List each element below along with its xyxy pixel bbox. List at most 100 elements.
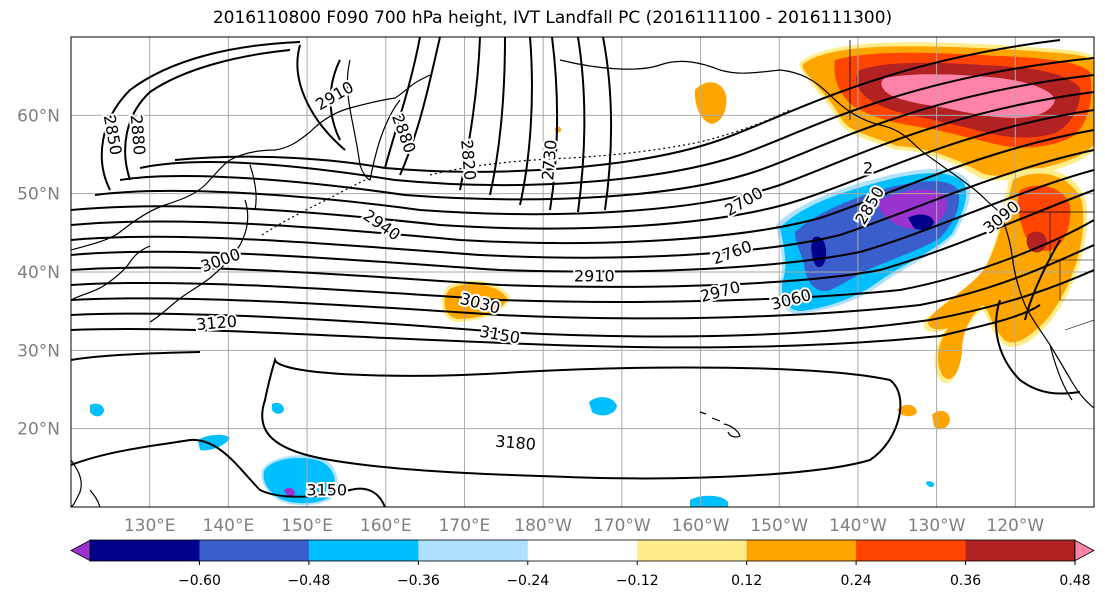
height-contour <box>549 37 559 211</box>
lat-tick-label: 60°N <box>17 106 60 126</box>
ivt-negative-region <box>908 214 934 230</box>
philippines-coastline <box>71 459 101 507</box>
lon-tick-label: 180°W <box>514 516 572 536</box>
colorbar-tick-label: 0.36 <box>950 573 981 589</box>
colorbar: −0.60 −0.48 −0.36 −0.24 −0.12 0.12 0.24 0.36 0.4… <box>70 539 1095 589</box>
colorbar-segment <box>746 540 857 561</box>
asia-coastline <box>71 74 431 251</box>
height-contour <box>71 109 1094 230</box>
height-contour <box>519 37 533 206</box>
height-contour <box>399 37 441 176</box>
colorbar-tick-label: −0.60 <box>178 573 221 589</box>
lon-tick-label: 120°W <box>986 516 1044 536</box>
height-contour <box>459 37 481 191</box>
colorbar-tick-label: −0.36 <box>397 573 440 589</box>
ivt-negative-region <box>90 403 104 417</box>
contour-label: 2880 <box>127 114 149 156</box>
height-contour <box>329 59 341 141</box>
height-contour <box>71 219 1094 303</box>
ivt-positive-region <box>444 283 507 319</box>
contour-label: 2910 <box>574 266 615 285</box>
contour-label: 2820 <box>457 139 479 181</box>
height-contour <box>71 244 1094 320</box>
height-contour <box>261 356 902 480</box>
height-contour <box>1024 239 1061 321</box>
coastlines <box>71 40 1094 507</box>
lon-tick-label: 170°W <box>593 516 651 536</box>
lon-tick-label: 130°E <box>124 516 176 536</box>
hawaii-islands <box>699 411 741 438</box>
sakhalin-coastline <box>249 164 257 211</box>
lat-tick-label: 20°N <box>17 420 60 440</box>
height-contour <box>602 37 613 211</box>
colorbar-extend-min <box>70 539 91 562</box>
colorbar-tick-label: 0.48 <box>1059 573 1090 589</box>
height-contour <box>939 299 1081 395</box>
map-frame <box>70 36 1095 508</box>
colorbar-segment <box>418 540 529 561</box>
height-contour <box>71 328 941 349</box>
height-contour <box>71 189 1094 288</box>
lon-tick-label: 130°W <box>908 516 966 536</box>
canada-border <box>849 40 1094 213</box>
contour-label: 3120 <box>195 312 237 334</box>
height-contour <box>100 41 301 191</box>
ivt-negative-region <box>589 397 617 416</box>
north-america-coastline <box>999 211 1094 409</box>
colorbar-segment <box>90 540 200 561</box>
height-contour <box>139 57 1094 186</box>
baja-california <box>1049 344 1073 401</box>
height-contour <box>577 37 586 213</box>
contour-label: 2730 <box>538 139 560 181</box>
colorbar-frame <box>89 539 1076 562</box>
lon-tick-label: 160°E <box>360 516 412 536</box>
ivt-negative-region <box>272 402 284 414</box>
asia-coastline <box>71 245 151 301</box>
ivt-negative-region <box>263 458 335 504</box>
axis-ticks: 60°N 50°N 40°N 30°N 20°N 130°E 140°E 150°E 160°E… <box>17 106 1044 536</box>
colorbar-extend-max <box>1074 539 1095 562</box>
alaska-coastline <box>559 59 1001 213</box>
height-contour <box>384 37 421 169</box>
height-contour <box>124 49 291 181</box>
ivt-positive-region <box>694 82 727 124</box>
height-contour <box>71 169 1094 273</box>
contour-label: 2 <box>863 158 873 177</box>
contour-label: 3150 <box>306 480 347 499</box>
height-contour <box>94 91 1094 216</box>
height-contour <box>71 149 1094 259</box>
kuril-islands <box>261 179 366 236</box>
ivt-negative-region <box>690 495 728 507</box>
japan-coastline <box>149 199 249 323</box>
colorbar-segment <box>527 540 638 561</box>
colorbar-tick-label: 0.12 <box>731 573 762 589</box>
height-contour <box>71 129 1094 245</box>
colorbar-tick-label: 0.24 <box>841 573 872 589</box>
height-contour <box>119 74 1094 201</box>
height-contour <box>71 269 1094 338</box>
ivt-positive-region <box>897 404 917 417</box>
ivt-positive-region <box>1026 231 1047 253</box>
ivt-negative-region <box>284 487 295 497</box>
colorbar-segment <box>199 540 310 561</box>
colorbar-segment <box>308 540 419 561</box>
lon-tick-label: 140°W <box>829 516 887 536</box>
colorbar-tick-label: −0.12 <box>616 573 659 589</box>
gridlines <box>71 37 1094 507</box>
height-contour <box>489 37 506 196</box>
lon-tick-label: 140°E <box>203 516 255 536</box>
colorbar-tick-label: −0.48 <box>287 573 330 589</box>
map-title: 2016110800 F090 700 hPa height, IVT Land… <box>212 8 893 28</box>
lon-tick-label: 150°E <box>281 516 333 536</box>
height-contour <box>296 44 346 151</box>
lon-tick-label: 160°W <box>672 516 730 536</box>
ivt-negative-region <box>926 481 935 487</box>
lon-tick-label: 170°E <box>439 516 491 536</box>
colorbar-segment <box>965 540 1076 561</box>
colorbar-segment <box>856 540 967 561</box>
ivt-negative-region <box>198 434 230 451</box>
height-contour <box>174 39 1061 173</box>
contour-label: 3180 <box>495 432 537 454</box>
